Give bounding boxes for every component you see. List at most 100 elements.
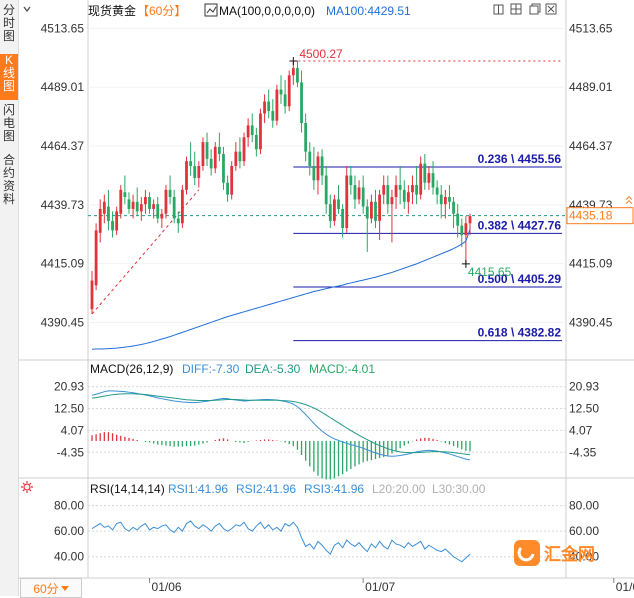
candle-body [242,137,246,162]
tab-flash-chart-label-2: 电 [2,116,15,130]
rsi-tick-right: 80.00 [569,499,599,513]
rsi-axis-labels: 80.00 80.00 60.00 60.00 40.00 40.00 [54,499,599,564]
candle-body [337,199,340,209]
price-annotations: 4500.27 4415.65 [289,47,512,279]
macd-dif-value: DIFF:-7.30 [182,362,240,376]
close-window-icon[interactable] [545,3,557,15]
candle-body [107,206,110,221]
tab-flash-chart[interactable]: 闪 电 图 [0,104,18,150]
fib-level-label: 0.236 \ 4455.56 [478,152,562,166]
macd-legend: MACD(26,12,9) DIFF:-7.30 DEA:-5.30 MACD:… [90,362,375,376]
tab-contract-info-label-1: 合 [2,153,15,167]
candle-body [263,101,266,114]
rsi-tick-left: 80.00 [54,499,84,513]
candle-body [328,204,332,221]
rsi-line-layer [91,520,471,563]
grid-view-icon[interactable] [510,3,522,15]
tab-kline-chart[interactable]: K 线 图 [0,54,18,100]
candle-body [312,165,316,181]
ma-settings-icon[interactable] [204,3,218,17]
tab-flash-chart-label-1: 闪 [2,103,15,117]
ma-indicator-label: MA(100,0,0,0,0,0) [219,4,315,18]
macd-tick-right: -4.35 [569,445,597,459]
candle-body [439,194,443,205]
candle-body [361,187,365,207]
watermark-swirl-icon [517,546,535,562]
candle-body [185,161,188,190]
candle-body [304,123,308,152]
restore-window-icon[interactable] [529,3,541,15]
tab-contract-info[interactable]: 合 约 资 料 [0,154,18,214]
candle-body [283,94,287,107]
rsi3-value: RSI3:41.96 [304,482,364,496]
candle-body [111,220,114,231]
main-price-grid [88,27,566,323]
candle-body [234,151,238,166]
rsi-l30-value: L30:30.00 [432,482,486,496]
fibonacci-levels: 0.236 \ 4455.56 0.382 \ 4427.76 0.500 \ 44… [293,152,562,342]
layout-icon[interactable] [493,4,504,15]
ma100-value: MA100:4429.51 [326,4,411,18]
period-label[interactable]: 【60分】 [137,4,186,18]
price-axis-labels: 4513.65 4513.65 4489.01 4489.01 4464.37 4464.… [41,21,634,329]
tab-kline-chart-label-3: 图 [2,79,15,93]
candle-body [119,189,123,214]
period-selector[interactable]: 60分 [20,578,82,598]
macd-tick-left: 12.50 [54,402,84,416]
candle-body [160,213,164,219]
macd-tick-right: 20.93 [569,380,599,394]
macd-axis-labels: 20.93 20.93 12.50 12.50 4.07 4.07 -4.35 -4.35 [54,380,599,460]
candle-body [250,125,254,135]
candle-body [94,230,98,286]
macd-histogram [91,432,471,480]
fib-level-label: 0.618 \ 4382.82 [478,326,562,340]
rsi-tick-left: 60.00 [54,524,84,538]
candle-body [411,185,414,193]
tab-contract-info-label-4: 料 [2,192,15,206]
candle-body [316,156,320,181]
fib-level-label: 0.382 \ 4427.76 [478,218,562,232]
watermark-text: 汇金网 [544,544,595,564]
price-tick-left: 4439.73 [41,198,85,212]
candle-body [123,192,127,198]
chevron-down-icon[interactable] [23,6,31,13]
candle-body [201,142,205,166]
candle-body [443,197,447,205]
candle-body [217,146,221,155]
tab-flash-chart-label-3: 图 [2,129,15,143]
candle-body [406,192,410,202]
candle-body [259,113,262,150]
candle-body [324,175,328,205]
candle-body [374,201,377,221]
candle-body [320,156,324,176]
rsi-settings-icon[interactable] [21,481,33,493]
candle-body [144,197,147,205]
candle-body [222,154,225,183]
macd-indicator-name: MACD(26,12,9) [90,362,173,376]
candle-body [98,208,102,233]
candle-body [357,187,361,200]
rsi-tick-right: 60.00 [569,524,599,538]
candle-body [197,165,201,178]
tab-time-chart[interactable]: 分 时 图 [0,4,18,50]
candle-body [345,175,349,229]
price-tick-left: 4513.65 [41,21,85,35]
candle-body [172,197,176,219]
macd-tick-left: -4.35 [57,445,85,459]
rsi-l20-value: L20:20.00 [372,482,426,496]
candle-body [275,89,279,121]
ma100-line [91,229,471,350]
candle-body [213,146,217,169]
candle-body [382,185,386,195]
watermark-logo-mark [514,540,540,566]
candle-body [308,151,312,166]
rsi-tick-right: 40.00 [569,550,599,564]
candle-body [139,204,143,212]
macd-dea-line [91,393,471,456]
candle-body [135,201,139,212]
low-price-label: 4415.65 [468,265,512,279]
candle-body [398,185,402,190]
candle-body [460,225,464,236]
candle-body [333,199,336,221]
rsi1-value: RSI1:41.96 [168,482,228,496]
